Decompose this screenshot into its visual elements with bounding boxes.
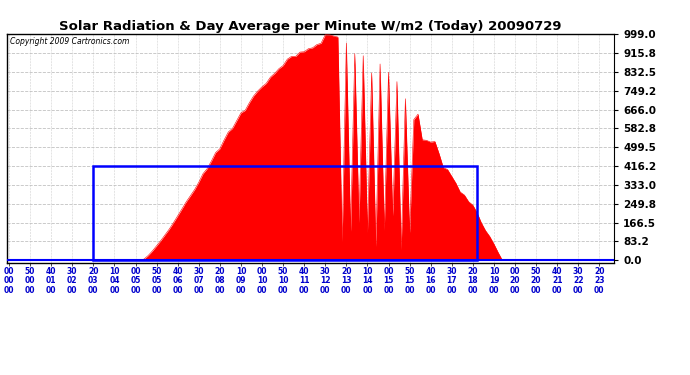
Text: Copyright 2009 Cartronics.com: Copyright 2009 Cartronics.com [10, 37, 129, 46]
Bar [93, 166, 477, 260]
Title: Solar Radiation & Day Average per Minute W/m2 (Today) 20090729: Solar Radiation & Day Average per Minute… [59, 20, 562, 33]
